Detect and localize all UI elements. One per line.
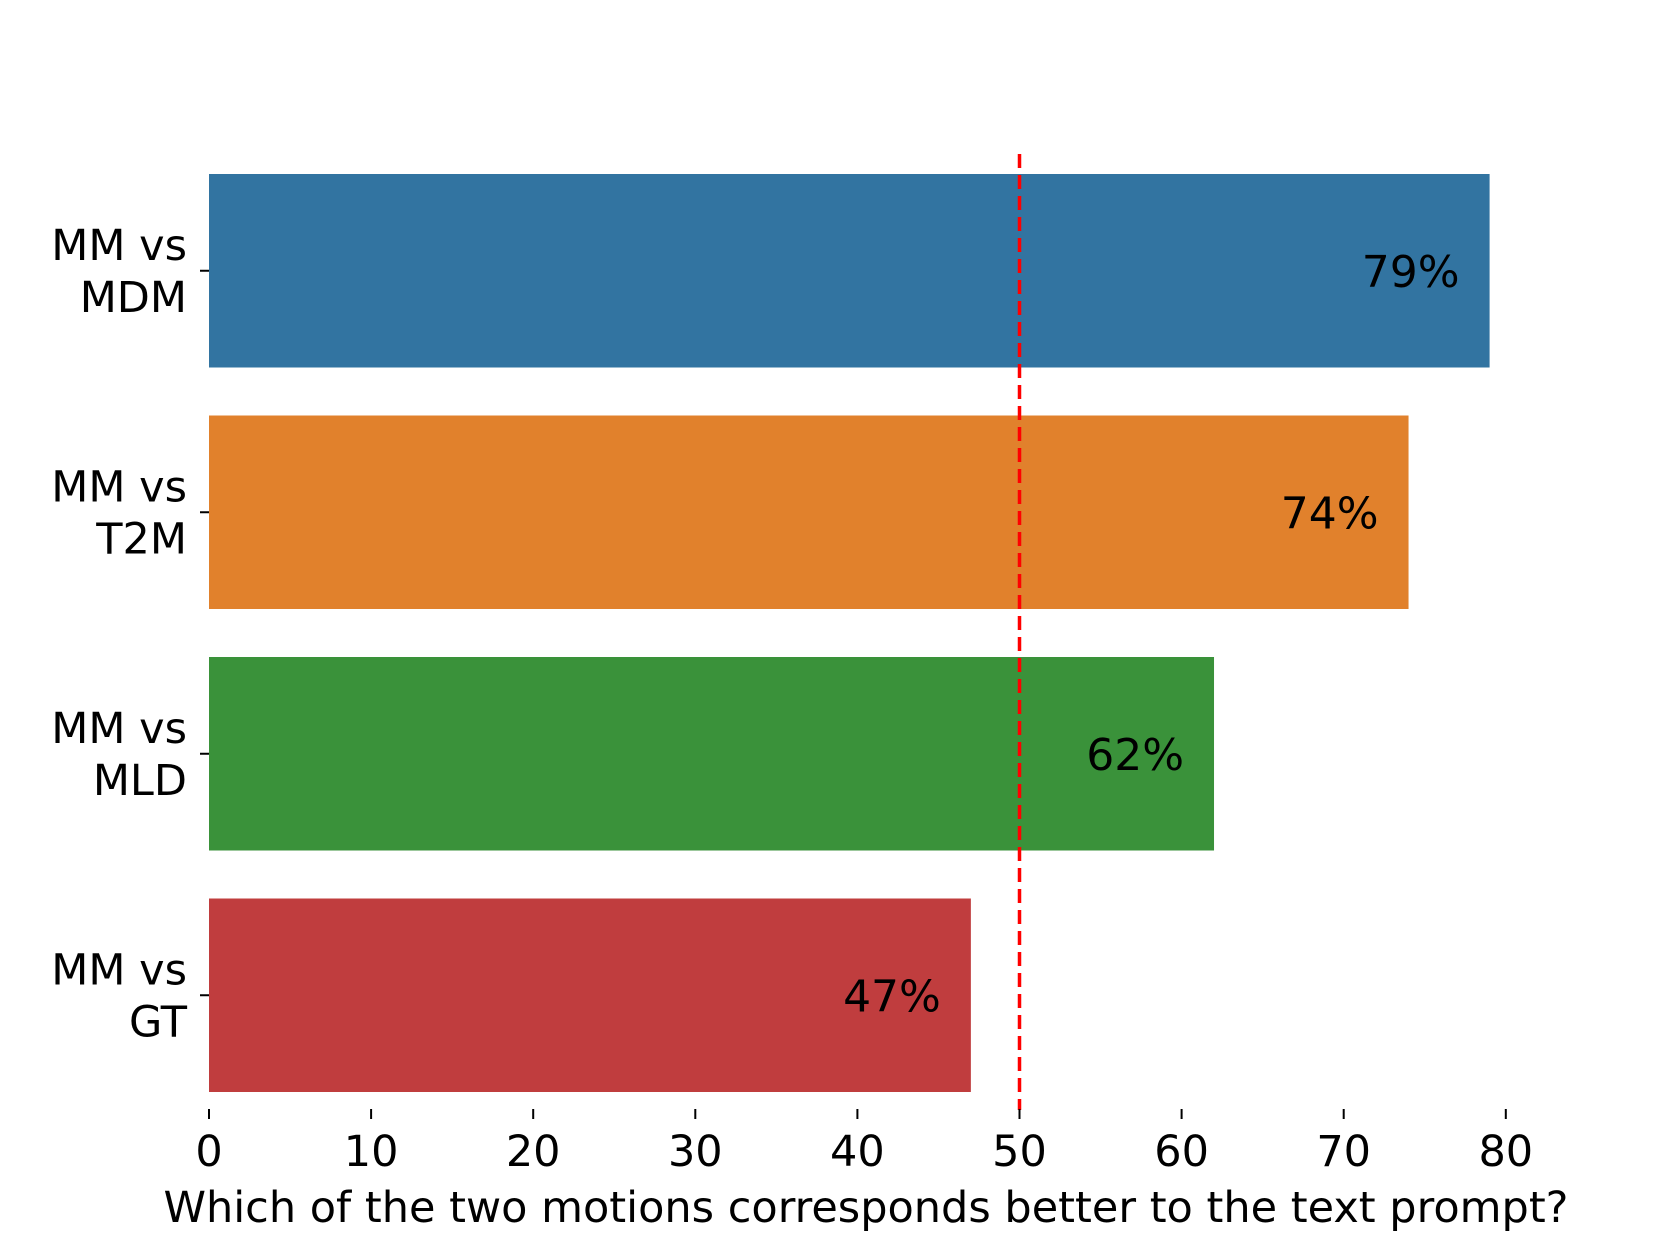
bar-value-label-0: 79% <box>1362 247 1460 298</box>
x-axis: 0 10 20 30 40 50 60 70 80 <box>195 1109 1533 1177</box>
x-tick-label-6: 60 <box>1154 1127 1209 1177</box>
x-axis-title: Which of the two motions corresponds bet… <box>163 1183 1568 1233</box>
x-tick-label-8: 80 <box>1478 1127 1533 1177</box>
bar-value-label-3: 47% <box>843 971 941 1022</box>
x-tick-label-7: 70 <box>1316 1127 1371 1177</box>
y-tick-label-0-0: MM vs <box>51 221 187 271</box>
x-tick-label-2: 20 <box>506 1127 561 1177</box>
bar-value-label-2: 62% <box>1086 730 1184 781</box>
y-tick-label-3-1: GT <box>129 997 188 1047</box>
bar-1 <box>209 415 1409 609</box>
y-tick-label-2-0: MM vs <box>51 704 187 754</box>
bar-0 <box>209 174 1490 368</box>
x-tick-label-4: 40 <box>830 1127 885 1177</box>
y-tick-label-2-1: MLD <box>93 756 187 806</box>
x-tick-label-5: 50 <box>992 1127 1047 1177</box>
y-tick-label-0-1: MDM <box>80 273 187 323</box>
bars-layer <box>209 174 1490 1092</box>
x-tick-label-1: 10 <box>344 1127 399 1177</box>
value-labels-layer: 79% 74% 62% 47% <box>843 247 1460 1023</box>
y-tick-label-3-0: MM vs <box>51 945 187 995</box>
y-tick-label-1-0: MM vs <box>51 462 187 512</box>
x-tick-label-3: 30 <box>668 1127 723 1177</box>
x-tick-label-0: 0 <box>195 1127 222 1177</box>
bar-2 <box>209 657 1215 851</box>
bar-value-label-1: 74% <box>1281 488 1379 539</box>
bar-3 <box>209 898 971 1092</box>
y-tick-label-1-1: T2M <box>95 514 187 564</box>
